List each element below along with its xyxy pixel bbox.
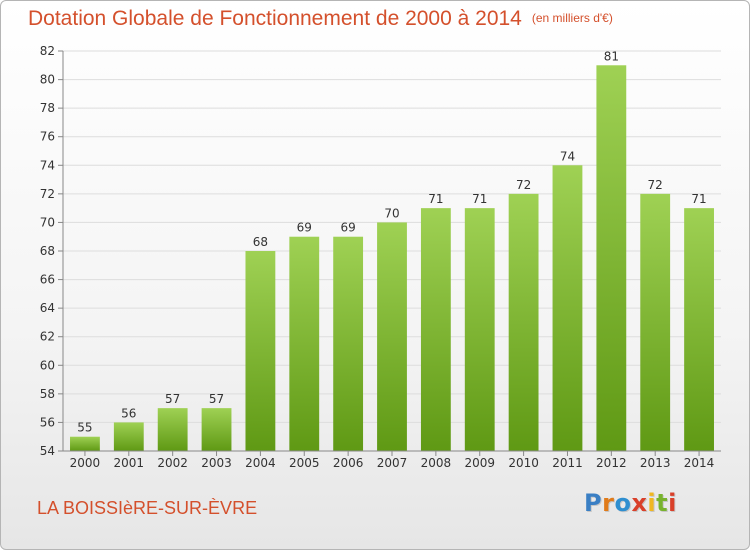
y-tick-label: 74 [40, 158, 55, 172]
commune-name: LA BOISSIèRE-SUR-ÈVRE [37, 498, 258, 518]
title-text: Dotation Globale de Fonctionnement de 20… [28, 7, 522, 30]
bar-value-label: 55 [77, 421, 92, 435]
x-tick-label: 2010 [508, 456, 539, 470]
y-tick-label: 56 [40, 415, 55, 429]
unit-subtitle: (en milliers d'€) [531, 11, 613, 25]
bar-value-label: 71 [691, 192, 706, 206]
y-tick-label: 82 [40, 44, 55, 58]
bar [640, 193, 671, 451]
bar-value-label: 57 [209, 392, 224, 406]
bar-value-label: 72 [516, 178, 531, 192]
y-tick-label: 70 [40, 215, 55, 229]
bar [684, 208, 714, 451]
x-tick-label: 2006 [333, 456, 364, 470]
y-tick-label: 80 [40, 73, 55, 87]
x-tick-label: 2009 [464, 456, 495, 470]
x-tick-label: 2008 [421, 456, 452, 470]
bar [420, 208, 451, 451]
bar-value-label: 69 [340, 221, 355, 235]
y-tick-label: 60 [40, 358, 55, 372]
bar-value-label: 81 [604, 49, 619, 63]
bar-value-label: 70 [384, 206, 399, 220]
y-tick-label: 78 [40, 101, 55, 115]
bar [245, 251, 276, 451]
bar [333, 236, 364, 451]
x-tick-label: 2011 [552, 456, 583, 470]
bar [508, 193, 539, 451]
x-tick-label: 2003 [201, 456, 232, 470]
y-tick-label: 76 [40, 130, 55, 144]
y-tick-label: 54 [40, 444, 55, 458]
y-tick-label: 62 [40, 330, 55, 344]
y-tick-label: 58 [40, 387, 55, 401]
x-tick-label: 2013 [640, 456, 671, 470]
x-tick-label: 2004 [245, 456, 276, 470]
x-tick-label: 2014 [684, 456, 715, 470]
bar [377, 222, 407, 451]
bar [157, 408, 188, 451]
bar-value-label: 57 [165, 392, 180, 406]
y-tick-label: 66 [40, 273, 55, 287]
bar [464, 208, 495, 451]
bar-value-label: 68 [253, 235, 268, 249]
bar [289, 236, 320, 451]
x-tick-label: 2002 [157, 456, 188, 470]
bar [70, 436, 100, 451]
x-tick-label: 2001 [114, 456, 145, 470]
bar-value-label: 74 [560, 149, 575, 163]
chart-title: Dotation Globale de Fonctionnement de 20… [28, 7, 613, 31]
y-tick-label: 72 [40, 187, 55, 201]
bar-value-label: 71 [472, 192, 487, 206]
y-tick-label: 64 [40, 301, 55, 315]
y-tick-label: 68 [40, 244, 55, 258]
x-tick-label: 2000 [70, 456, 101, 470]
bar-value-label: 71 [428, 192, 443, 206]
proxiti-logo[interactable]: Proxiti [584, 489, 677, 517]
x-tick-label: 2007 [377, 456, 408, 470]
bar [201, 408, 232, 451]
bar [552, 165, 583, 452]
x-tick-label: 2005 [289, 456, 320, 470]
bar-value-label: 69 [297, 221, 312, 235]
x-tick-label: 2012 [596, 456, 627, 470]
bar-value-label: 56 [121, 406, 136, 420]
bar-value-label: 72 [648, 178, 663, 192]
bar [596, 65, 627, 452]
bar [113, 422, 144, 451]
